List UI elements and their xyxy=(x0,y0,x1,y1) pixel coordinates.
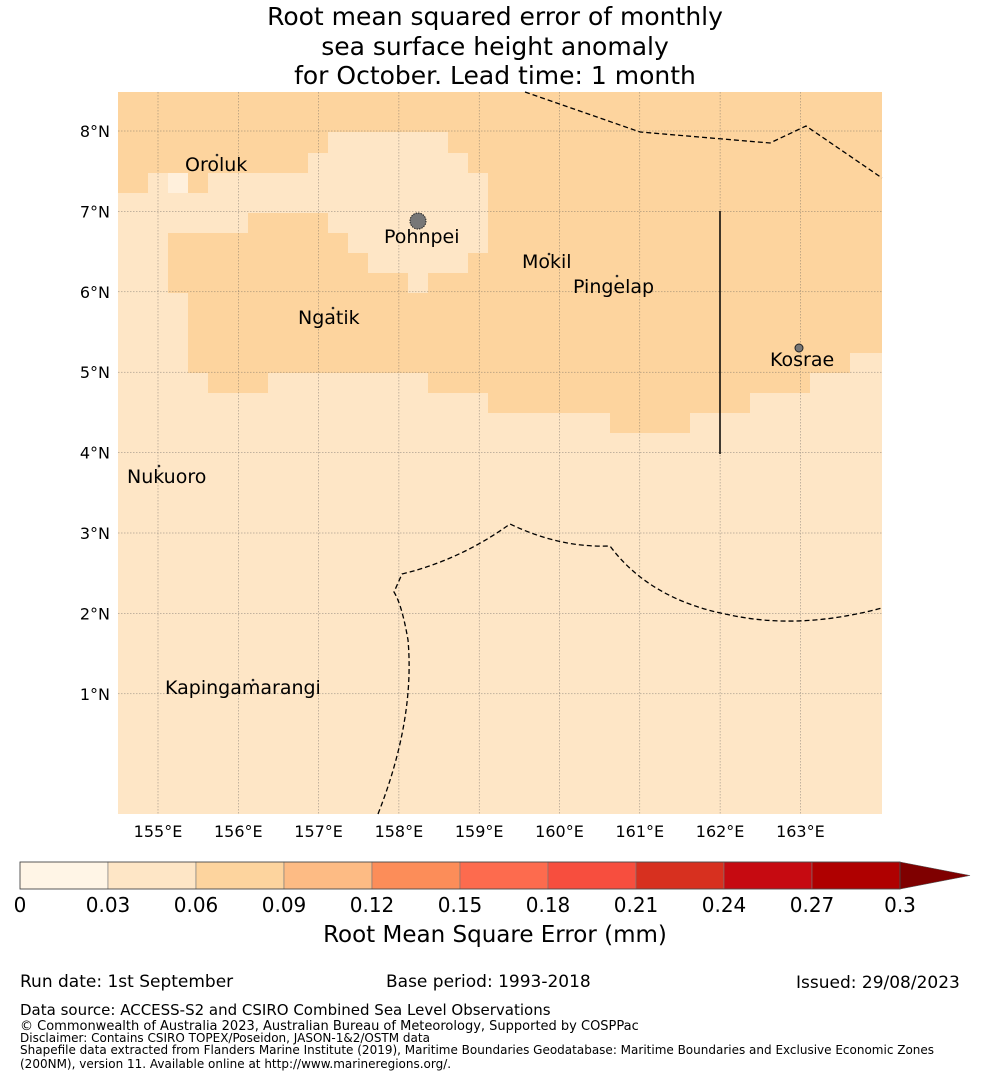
colorbar-tick-label: 0.24 xyxy=(702,893,747,917)
islands xyxy=(157,153,804,682)
label-pohnpei: Pohnpei xyxy=(384,226,460,248)
colorbar-outline xyxy=(19,861,901,890)
lat-tick-label: 1°N xyxy=(80,685,110,704)
lon-tick-label: 159°E xyxy=(455,822,504,841)
label-kosrae: Kosrae xyxy=(770,349,834,371)
lat-tick-label: 8°N xyxy=(80,122,110,141)
colorbar-tick-label: 0.12 xyxy=(350,893,395,917)
place-labels: Oroluk Pohnpei Mokil Pingelap Ngatik Kos… xyxy=(127,154,834,699)
lat-tick-label: 6°N xyxy=(80,283,110,302)
copyright: © Commonwealth of Australia 2023, Austra… xyxy=(20,1019,639,1034)
pingelap-atoll xyxy=(615,274,619,278)
colorbar-segment xyxy=(371,861,461,890)
rmse-field-mid xyxy=(118,92,882,433)
lon-tick-label: 163°E xyxy=(776,822,825,841)
colorbar-segment xyxy=(107,861,197,890)
chart-title: Root mean squared error of monthly sea s… xyxy=(0,2,990,91)
lon-tick-label: 162°E xyxy=(696,822,745,841)
lon-tick-label: 155°E xyxy=(134,822,183,841)
rmse-cell-oroluk xyxy=(168,173,188,193)
lon-tick-label: 156°E xyxy=(214,822,263,841)
colorbar-tick-label: 0.06 xyxy=(174,893,219,917)
lon-tick-label: 157°E xyxy=(294,822,343,841)
latitude-labels: 8°N 7°N 6°N 5°N 4°N 3°N 2°N 1°N xyxy=(80,122,110,704)
title-line-1: Root mean squared error of monthly xyxy=(267,2,723,31)
ngatik-atoll xyxy=(331,306,335,310)
map-figure: Oroluk Pohnpei Mokil Pingelap Ngatik Kos… xyxy=(14,91,971,917)
issued-date: Issued: 29/08/2023 xyxy=(796,973,960,993)
colorbar-tick-label: 0.18 xyxy=(526,893,571,917)
colorbar-label: Root Mean Square Error (mm) xyxy=(323,922,667,948)
run-date: Run date: 1st September xyxy=(20,972,234,992)
eez-boundaries xyxy=(377,91,883,815)
mokil-atoll xyxy=(547,252,551,256)
disclaimer: Disclaimer: Contains CSIRO TOPEX/Poseido… xyxy=(20,1031,430,1045)
label-oroluk: Oroluk xyxy=(185,154,247,176)
colorbar-tick-label: 0.15 xyxy=(438,893,483,917)
colorbar-extend-arrow xyxy=(899,861,971,890)
kosrae-island xyxy=(794,343,804,353)
colorbar-segment xyxy=(723,861,813,890)
lon-tick-label: 158°E xyxy=(375,822,424,841)
base-period: Base period: 1993-2018 xyxy=(386,972,591,992)
pohnpei-island xyxy=(409,212,427,230)
longitude-labels: 155°E 156°E 157°E 158°E 159°E 160°E 161°E 162°E… xyxy=(134,822,825,841)
colorbar-segment xyxy=(459,861,549,890)
colorbar: 0 0.03 0.06 0.09 0.12 0.15 0.18 0.21 0.24 0.27 0.3 xyxy=(14,861,971,917)
lat-tick-label: 7°N xyxy=(80,202,110,221)
colorbar-segment xyxy=(811,861,901,890)
lat-tick-label: 5°N xyxy=(80,363,110,382)
label-pingelap: Pingelap xyxy=(573,276,654,298)
nukuoro-atoll xyxy=(157,464,161,468)
eez-north-boundary xyxy=(524,91,883,179)
lat-tick-label: 4°N xyxy=(80,444,110,463)
kapingamarangi-atoll xyxy=(251,678,255,682)
heatmap-layer xyxy=(118,92,882,814)
colorbar-segment xyxy=(283,861,373,890)
lat-tick-label: 2°N xyxy=(80,604,110,623)
colorbar-segment xyxy=(635,861,725,890)
label-mokil: Mokil xyxy=(522,251,572,273)
shapefile-credit: Shapefile data extracted from Flanders M… xyxy=(20,1043,935,1071)
lon-tick-label: 160°E xyxy=(535,822,584,841)
title-line-2: sea surface height anomaly xyxy=(321,31,669,61)
title-line-3: for October. Lead time: 1 month xyxy=(294,61,696,90)
colorbar-tick-label: 0.09 xyxy=(262,893,307,917)
label-nukuoro: Nukuoro xyxy=(127,466,206,488)
lat-tick-label: 3°N xyxy=(80,524,110,543)
colorbar-tick-label: 0.21 xyxy=(614,893,659,917)
colorbar-segment xyxy=(195,861,285,890)
colorbar-tick-label: 0.27 xyxy=(790,893,835,917)
colorbar-tick-label: 0.03 xyxy=(86,893,131,917)
colorbar-segment xyxy=(19,861,109,890)
rmse-field-pohnpei xyxy=(328,132,488,293)
eez-south-boundary xyxy=(377,523,883,815)
lon-tick-label: 161°E xyxy=(615,822,664,841)
label-ngatik: Ngatik xyxy=(298,307,360,329)
data-source: Data source: ACCESS-S2 and CSIRO Combine… xyxy=(20,1001,551,1019)
label-kapingamarangi: Kapingamarangi xyxy=(165,677,321,699)
colorbar-segment xyxy=(547,861,637,890)
colorbar-tick-label: 0 xyxy=(14,893,27,917)
colorbar-tick-label: 0.3 xyxy=(884,893,916,917)
oroluk-atoll xyxy=(215,153,219,157)
